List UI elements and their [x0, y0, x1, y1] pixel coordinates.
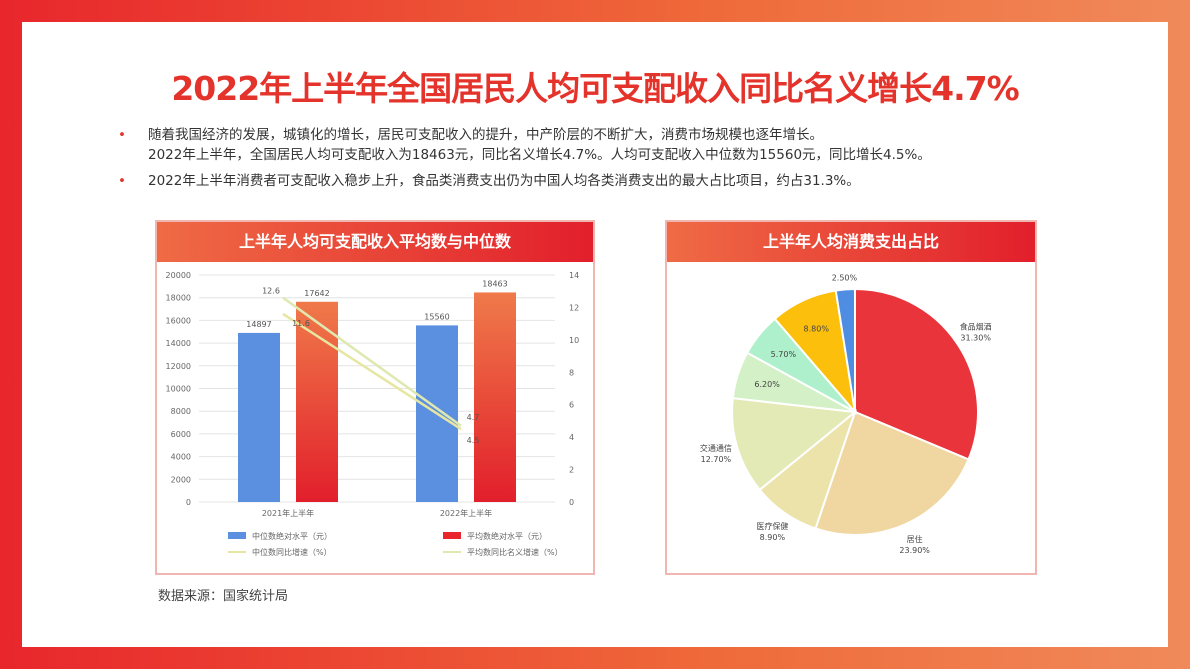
pie-chart-title: 上半年人均消费支出占比 [667, 222, 1035, 262]
pie-chart-panel: 上半年人均消费支出占比 食品烟酒 31.30% 居住 23.90% 医疗保健 8.90% 交… [665, 220, 1037, 575]
bar-chart: 0 2000 4000 6000 8000 10000 12000 14000 16000 180… [166, 271, 580, 557]
y-tick-label: 12000 [166, 362, 191, 371]
y-tick-label: 2000 [171, 475, 191, 484]
y2-tick-label: 6 [569, 401, 574, 410]
slice-category-label: 医疗保健 [756, 521, 788, 531]
pie-slice [814, 410, 970, 536]
y2-tick-label: 2 [569, 466, 574, 475]
y-tick-label: 10000 [166, 385, 191, 394]
line-data-label: 4.5 [467, 436, 480, 445]
y2-tick-label: 14 [569, 271, 579, 280]
y-tick-label: 4000 [171, 453, 191, 462]
slide-title: 2022年上半年全国居民人均可支配收入同比名义增长4.7% [171, 69, 1019, 108]
bullet-dot-icon: • [118, 173, 126, 189]
pie-slice [854, 287, 979, 461]
y-tick-label: 8000 [171, 407, 191, 416]
bullet-1: • 随着我国经济的发展，城镇化的增长，居民可支配收入的提升，中产阶层的不断扩大，消… [118, 127, 931, 163]
y2-tick-label: 10 [569, 336, 579, 345]
line-series [282, 296, 462, 427]
y-tick-label: 0 [186, 498, 191, 507]
y2-tick-label: 8 [569, 368, 574, 377]
line-data-label: 11.6 [292, 319, 310, 328]
y2-tick-label: 0 [569, 498, 574, 507]
pie-chart: 食品烟酒 31.30% 居住 23.90% 医疗保健 8.90% 交通通信 12.70% 6.2… [700, 273, 992, 555]
bar-chart-title: 上半年人均可支配收入平均数与中位数 [157, 222, 593, 262]
bar-chart-panel: 上半年人均可支配收入平均数与中位数 0 2000 4000 6000 8000 10000… [155, 220, 595, 575]
bar [474, 292, 516, 502]
y-tick-label: 14000 [166, 339, 191, 348]
slice-category-label: 居住 [907, 534, 923, 544]
data-label: 17642 [304, 289, 329, 298]
legend-label: 平均数同比名义增速（%） [467, 547, 563, 557]
y2-tick-label: 4 [569, 433, 574, 442]
pie-slice [834, 287, 856, 413]
legend-swatch [228, 532, 246, 539]
slice-value-label: 8.90% [760, 533, 786, 542]
slice-value-label: 6.20% [754, 380, 780, 389]
x-tick-label: 2021年上半年 [262, 508, 314, 518]
data-label: 18463 [482, 279, 507, 288]
slice-value-label: 5.70% [771, 350, 797, 359]
legend-label: 中位数同比增速（%） [252, 547, 332, 557]
source-note: 数据来源：国家统计局 [158, 589, 289, 604]
line-series [282, 312, 462, 431]
slice-value-label: 2.50% [832, 273, 858, 282]
slice-value-label: 31.30% [960, 334, 991, 343]
slice-category-label: 交通通信 [700, 443, 732, 453]
data-label: 15560 [424, 312, 449, 321]
slice-value-label: 23.90% [899, 546, 930, 555]
bullet-2: • 2022年上半年消费者可支配收入稳步上升，食品类消费支出仍为中国人均各类消费支… [118, 173, 860, 189]
y-tick-label: 16000 [166, 316, 191, 325]
line-data-label: 12.6 [262, 287, 280, 296]
x-tick-label: 2022年上半年 [440, 508, 492, 518]
y2-tick-label: 12 [569, 303, 579, 312]
y-tick-label: 6000 [171, 430, 191, 439]
slice-category-label: 食品烟酒 [960, 322, 992, 332]
data-label: 14897 [246, 320, 271, 329]
legend-swatch [443, 532, 461, 539]
pie-slice [731, 397, 858, 492]
y-tick-label: 20000 [166, 271, 191, 280]
legend-label: 平均数绝对水平（元） [467, 531, 547, 541]
bullet-dot-icon: • [118, 127, 126, 143]
bar [238, 332, 280, 502]
legend-label: 中位数绝对水平（元） [252, 531, 332, 541]
line-data-label: 4.7 [467, 413, 480, 422]
slice-value-label: 12.70% [701, 455, 732, 464]
slice-value-label: 8.80% [804, 324, 830, 333]
y-tick-label: 18000 [166, 294, 191, 303]
